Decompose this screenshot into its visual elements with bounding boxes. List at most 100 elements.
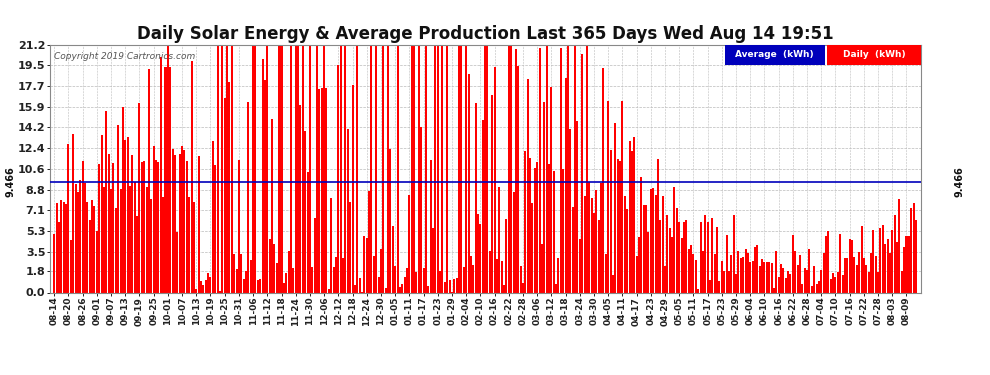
Bar: [285, 273, 287, 292]
Bar: [906, 236, 908, 292]
FancyBboxPatch shape: [725, 45, 825, 65]
Bar: [712, 218, 714, 292]
Bar: [581, 54, 583, 292]
Bar: [358, 278, 360, 292]
Bar: [855, 265, 857, 292]
Bar: [865, 265, 867, 292]
Bar: [766, 262, 768, 292]
Bar: [340, 45, 342, 292]
Bar: [678, 222, 680, 292]
Bar: [595, 190, 597, 292]
Bar: [545, 45, 547, 292]
Bar: [896, 242, 898, 292]
Bar: [754, 247, 756, 292]
Bar: [643, 205, 644, 292]
Bar: [389, 149, 391, 292]
Bar: [241, 254, 243, 292]
Bar: [830, 279, 832, 292]
Bar: [101, 135, 103, 292]
Bar: [280, 45, 282, 292]
Bar: [288, 251, 290, 292]
Bar: [704, 215, 706, 292]
Bar: [600, 183, 602, 292]
Bar: [586, 45, 588, 292]
Bar: [139, 103, 141, 292]
Bar: [446, 45, 448, 292]
Bar: [164, 67, 166, 292]
Bar: [467, 74, 469, 292]
Bar: [169, 66, 171, 292]
Bar: [53, 234, 55, 292]
Bar: [226, 45, 228, 292]
Bar: [898, 199, 900, 292]
Bar: [875, 256, 877, 292]
Bar: [506, 219, 508, 292]
Bar: [887, 239, 889, 292]
Bar: [842, 275, 843, 292]
Bar: [212, 141, 214, 292]
Bar: [721, 261, 723, 292]
Bar: [55, 203, 57, 292]
Bar: [387, 45, 389, 292]
Text: 9.466: 9.466: [954, 166, 964, 197]
Bar: [323, 45, 325, 292]
Bar: [86, 202, 88, 292]
Bar: [716, 227, 718, 292]
Bar: [470, 256, 472, 292]
Bar: [638, 237, 640, 292]
Bar: [806, 270, 808, 292]
Bar: [858, 252, 860, 292]
Bar: [65, 204, 67, 292]
Bar: [867, 272, 869, 292]
Bar: [768, 262, 770, 292]
Bar: [583, 196, 585, 292]
Bar: [243, 279, 245, 292]
Bar: [404, 277, 406, 292]
Bar: [654, 195, 656, 292]
Bar: [375, 45, 377, 292]
Bar: [328, 289, 330, 292]
Bar: [552, 171, 554, 292]
Bar: [903, 247, 905, 292]
Bar: [569, 129, 571, 292]
Bar: [482, 120, 484, 292]
Bar: [629, 141, 631, 292]
Bar: [74, 184, 76, 292]
Bar: [591, 198, 593, 292]
Bar: [290, 45, 292, 292]
Bar: [619, 162, 621, 292]
Bar: [113, 163, 115, 292]
Bar: [162, 197, 164, 292]
Bar: [848, 238, 850, 292]
Title: Daily Solar Energy & Average Production Last 365 Days Wed Aug 14 19:51: Daily Solar Energy & Average Production …: [137, 26, 834, 44]
Bar: [557, 258, 559, 292]
Bar: [234, 254, 236, 292]
Bar: [548, 164, 550, 292]
Bar: [576, 122, 578, 292]
Bar: [811, 285, 813, 292]
Bar: [217, 45, 219, 292]
Bar: [302, 45, 304, 292]
Bar: [636, 256, 638, 292]
Bar: [93, 206, 95, 292]
Bar: [420, 127, 422, 292]
Text: Daily  (kWh): Daily (kWh): [842, 50, 906, 59]
Bar: [564, 78, 566, 292]
Bar: [276, 263, 278, 292]
Bar: [210, 277, 212, 292]
Bar: [148, 69, 149, 292]
Bar: [183, 150, 185, 292]
Bar: [669, 228, 671, 292]
Bar: [612, 274, 614, 292]
Bar: [176, 231, 178, 292]
Bar: [846, 258, 848, 292]
Bar: [647, 232, 649, 292]
Bar: [338, 66, 340, 292]
Bar: [491, 94, 493, 292]
Bar: [190, 61, 192, 292]
Bar: [773, 288, 775, 292]
Bar: [567, 45, 569, 292]
Bar: [152, 146, 154, 292]
Bar: [397, 45, 399, 292]
Bar: [494, 67, 496, 292]
